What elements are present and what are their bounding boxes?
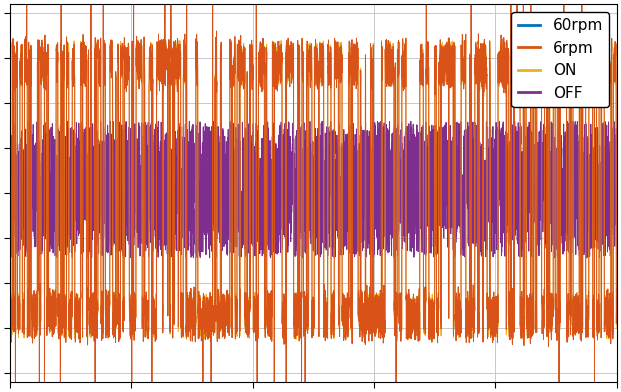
Legend: 60rpm, 6rpm, ON, OFF: 60rpm, 6rpm, ON, OFF: [512, 12, 609, 107]
